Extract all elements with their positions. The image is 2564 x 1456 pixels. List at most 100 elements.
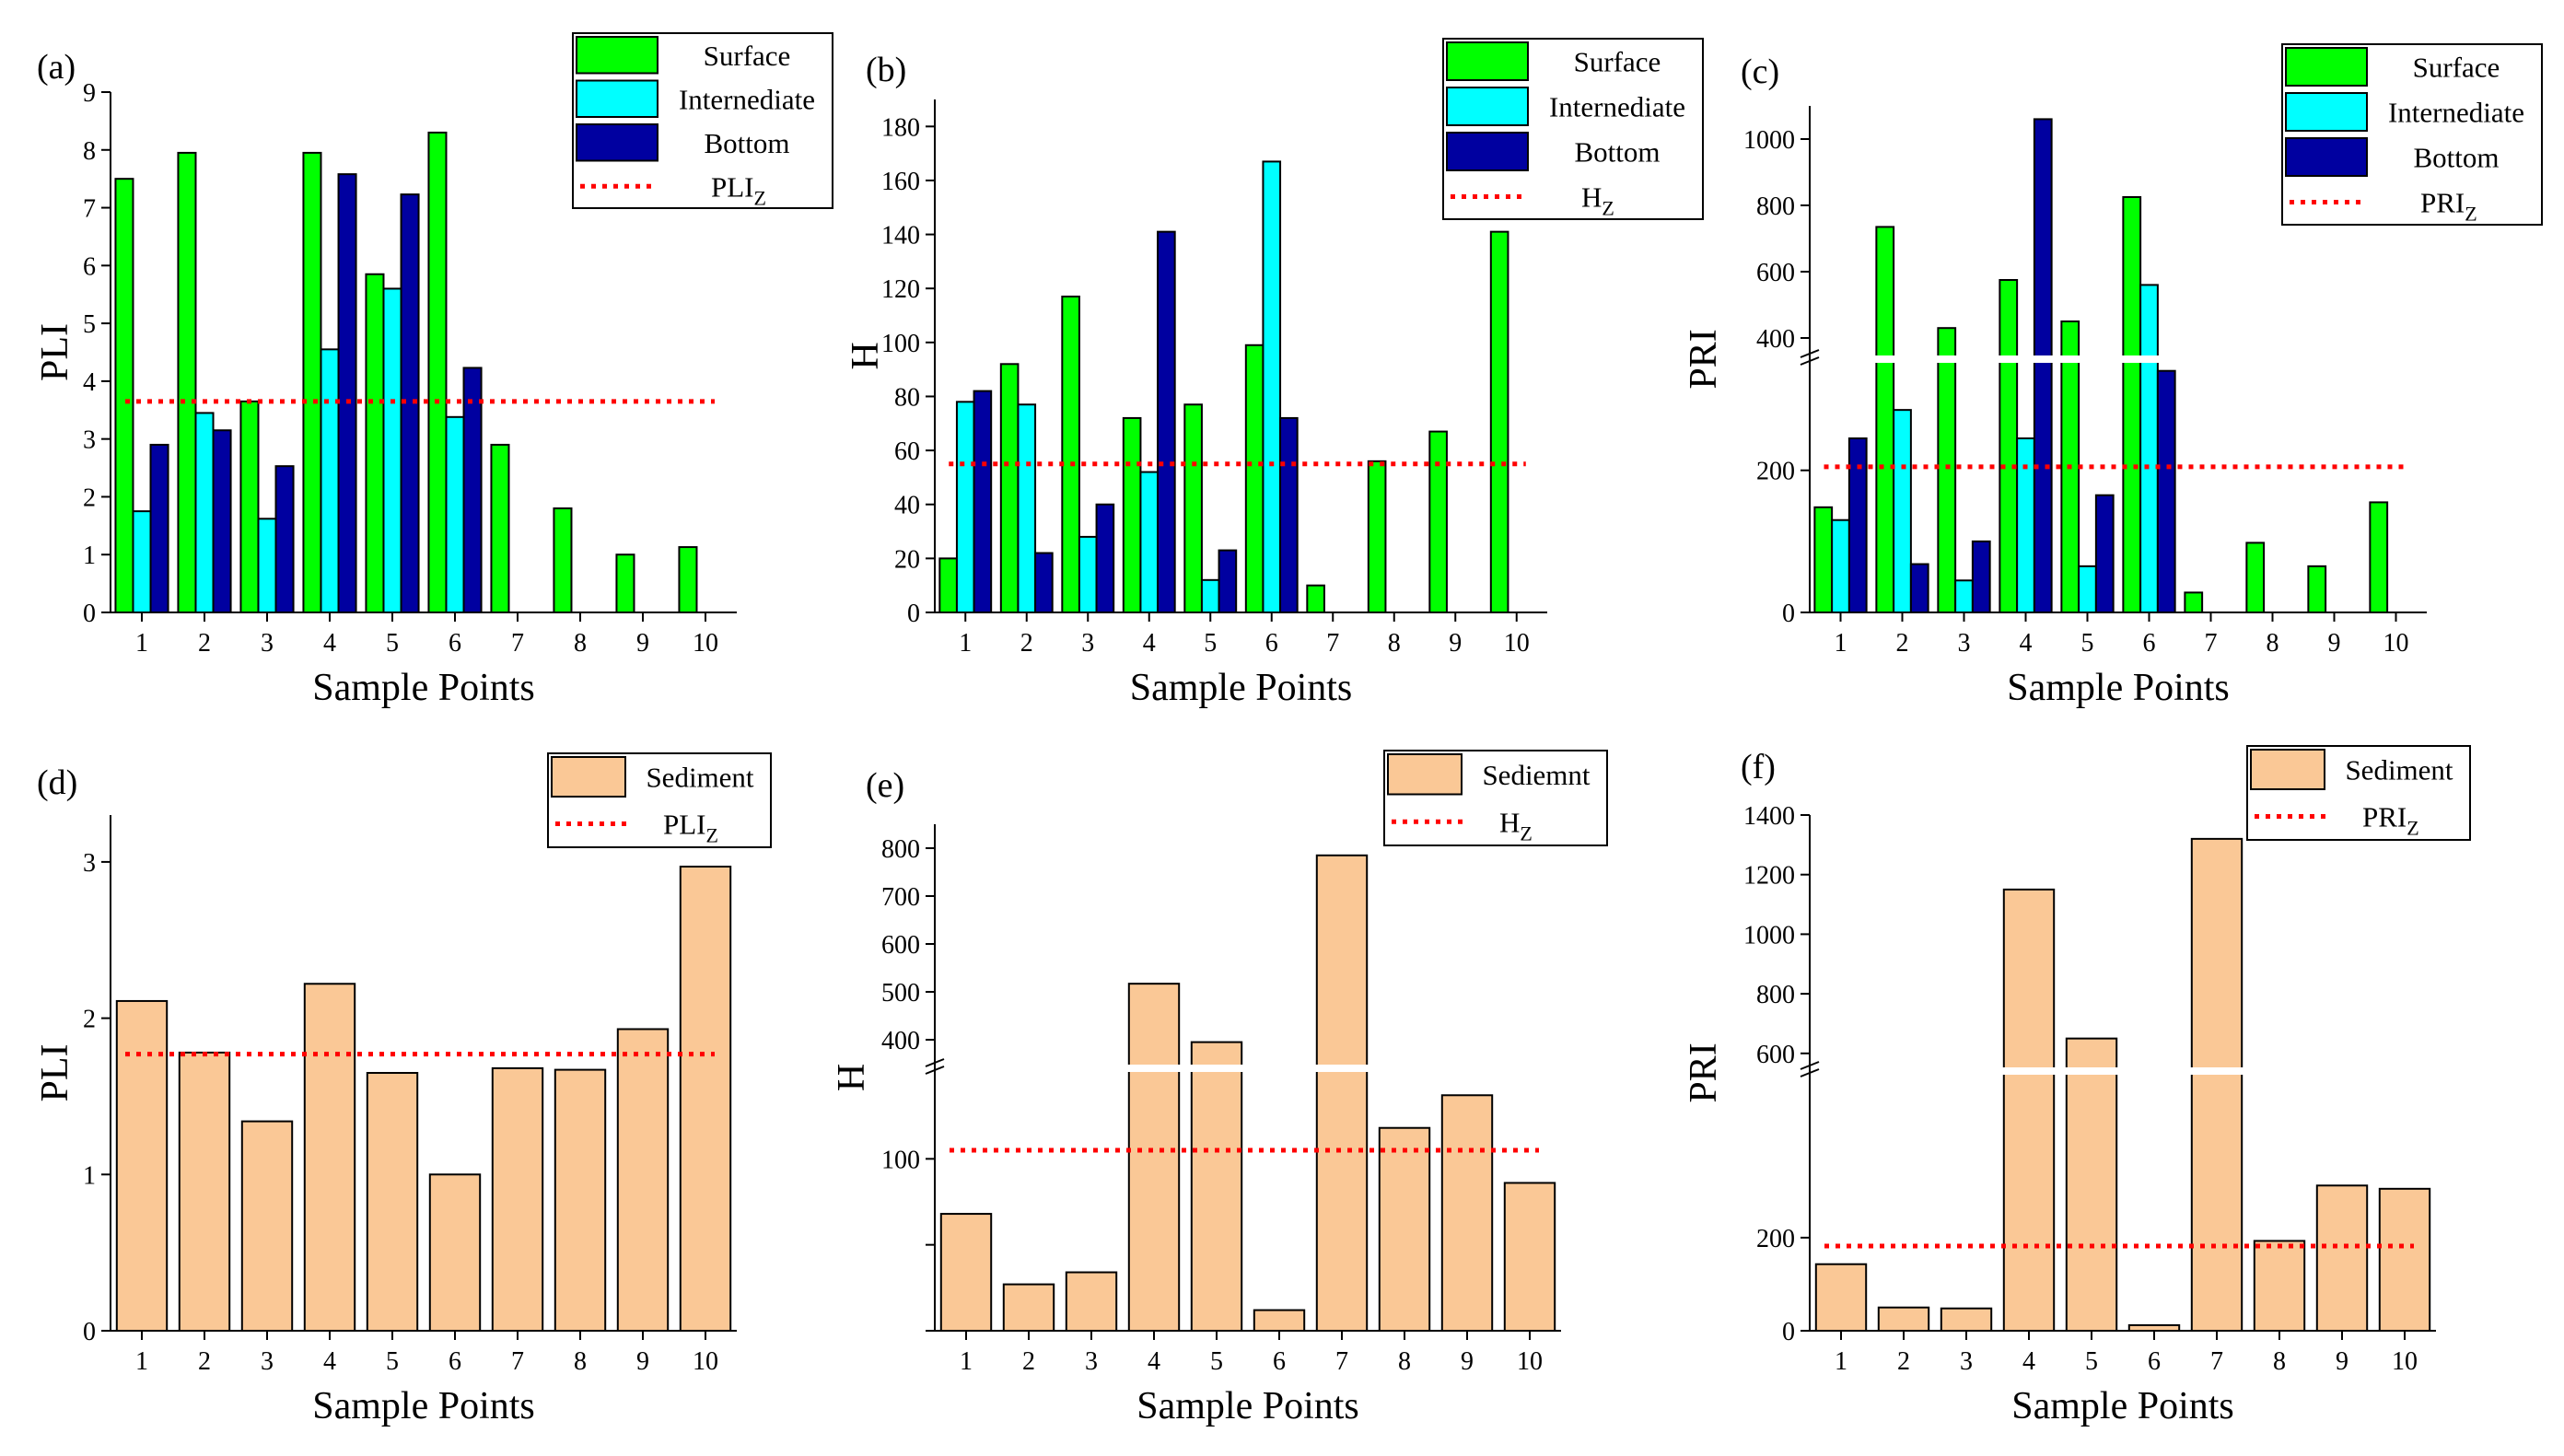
x-tick-label: 5 xyxy=(2081,629,2094,658)
bar-d-sediment-6 xyxy=(428,1173,482,1332)
axis-break-gap xyxy=(1808,355,2429,363)
y-tick-label: 1000 xyxy=(1743,921,1795,949)
x-tick-label: 1 xyxy=(135,629,148,658)
legend-swatch xyxy=(576,36,658,75)
bar-b-surface-7 xyxy=(1306,584,1325,613)
bar-c-surface-3 xyxy=(1937,327,1957,613)
bar-b-bottom-5 xyxy=(1218,549,1238,613)
x-tick-label: 10 xyxy=(693,629,718,658)
bar-a-surface-10 xyxy=(678,546,698,613)
legend-swatch xyxy=(1446,132,1529,171)
legend-label: Bottom xyxy=(1574,136,1660,169)
x-tick-label: 5 xyxy=(1210,1347,1223,1376)
bar-a-surface-7 xyxy=(490,443,510,614)
bar-a-bottom-1 xyxy=(149,443,169,614)
legend-swatch xyxy=(2285,47,2368,87)
bar-a-surface-2 xyxy=(177,151,197,614)
y-tick-label: 0 xyxy=(1782,600,1795,628)
y-tick-label: 2 xyxy=(83,1006,96,1034)
y-tick-label: 1200 xyxy=(1743,862,1795,891)
legend-swatch xyxy=(2250,749,2325,790)
x-tick-label: 2 xyxy=(198,1347,211,1376)
bar-a-bottom-2 xyxy=(212,429,232,613)
bar-b-surface-10 xyxy=(1489,230,1509,613)
bar-f-sediment-8 xyxy=(2253,1240,2306,1332)
panel-label: (f) xyxy=(1741,748,1776,786)
x-tick-label: 10 xyxy=(2383,629,2409,658)
bar-f-sediment-3 xyxy=(1940,1307,1993,1332)
legend-threshold-subscript: Z xyxy=(2407,817,2418,840)
bar-e-sediemnt-8 xyxy=(1378,1126,1431,1332)
bar-f-sediment-2 xyxy=(1877,1306,1930,1333)
chart-panel-e: 100 400 500 600 700 800 1 2 3 4 5 6 7 8 9 10 Sample Poin… xyxy=(831,750,1608,1427)
bar-d-sediment-1 xyxy=(115,999,169,1333)
bar-c-surface-1 xyxy=(1813,506,1834,613)
series-bottom xyxy=(1847,118,2176,614)
y-tick-label: 3 xyxy=(83,426,96,455)
bar-e-sediemnt-1 xyxy=(939,1213,993,1332)
bar-f-sediment-5 xyxy=(2065,1037,2118,1333)
bar-a-surface-1 xyxy=(114,178,134,614)
bar-b-surface-8 xyxy=(1367,460,1387,613)
legend-label: Sediment xyxy=(2345,754,2453,786)
y-tick-label: 800 xyxy=(1756,192,1795,221)
axis-break-gap xyxy=(933,1065,1563,1072)
x-tick-label: 4 xyxy=(1148,1347,1160,1376)
bar-b-surface-6 xyxy=(1244,344,1265,613)
x-axis-label: Sample Points xyxy=(312,1385,535,1427)
y-axis-label: PLI xyxy=(34,323,76,381)
legend-swatch xyxy=(551,756,626,798)
x-tick-label: 3 xyxy=(261,1347,274,1376)
y-tick-label: 100 xyxy=(881,330,920,358)
legend-label: Surface xyxy=(1574,46,1661,78)
y-tick-label: 400 xyxy=(881,1027,920,1055)
x-tick-label: 8 xyxy=(574,1347,587,1376)
x-tick-label: 9 xyxy=(2328,629,2341,658)
y-tick-label: 600 xyxy=(1756,1041,1795,1069)
legend-label: Bottom xyxy=(704,127,789,159)
legend-threshold-subscript: Z xyxy=(754,186,766,209)
x-axis-label: Sample Points xyxy=(2007,667,2230,709)
x-tick-label: 9 xyxy=(1449,629,1462,658)
bar-f-sediment-4 xyxy=(2002,888,2056,1332)
x-tick-label: 5 xyxy=(1204,629,1217,658)
panel-label: (e) xyxy=(866,766,904,805)
bar-b-surface-5 xyxy=(1183,403,1203,614)
bar-a-internediate-6 xyxy=(445,415,465,613)
bar-c-bottom-1 xyxy=(1847,437,1868,613)
bar-a-surface-5 xyxy=(365,273,385,613)
x-tick-label: 6 xyxy=(2143,629,2156,658)
series-sediment xyxy=(115,866,732,1333)
y-tick-label: 800 xyxy=(881,835,920,864)
bar-d-sediment-4 xyxy=(303,983,356,1332)
chart-panel-d: 0 1 2 3 1 2 3 4 5 6 7 8 9 10 Sample Points PLI (d) Sedime… xyxy=(34,752,772,1427)
legend-label: Internediate xyxy=(2388,97,2524,129)
bar-a-internediate-3 xyxy=(257,518,277,613)
legend-label: Internediate xyxy=(1549,91,1685,123)
y-axis-label: H xyxy=(831,1064,873,1091)
legend-label: Bottom xyxy=(2413,142,2499,174)
bar-c-surface-10 xyxy=(2369,501,2389,614)
bar-d-sediment-2 xyxy=(178,1051,231,1333)
bar-c-internediate-3 xyxy=(1954,579,1974,613)
y-axis-label: H xyxy=(845,342,887,369)
x-tick-label: 1 xyxy=(960,1347,973,1376)
series-bottom xyxy=(149,173,483,614)
chart-panel-f: 0 200 600 800 1000 1200 1400 1 2 3 4 5 6 7 8 9 10 Sample … xyxy=(1683,745,2471,1427)
x-tick-label: 2 xyxy=(198,629,211,658)
bar-b-internediate-5 xyxy=(1200,578,1220,613)
panel-label: (b) xyxy=(866,51,906,89)
bar-c-bottom-6 xyxy=(2156,369,2176,613)
legend-threshold-subscript: Z xyxy=(1520,821,1532,844)
y-tick-label: 40 xyxy=(894,492,920,520)
x-tick-label: 1 xyxy=(1835,1347,1847,1376)
x-tick-label: 10 xyxy=(1517,1347,1543,1376)
y-tick-label: 7 xyxy=(83,195,96,224)
y-tick-label: 2 xyxy=(83,483,96,512)
x-tick-label: 6 xyxy=(449,629,461,658)
x-axis-label: Sample Points xyxy=(2011,1385,2234,1427)
bar-c-surface-8 xyxy=(2245,542,2266,614)
bar-e-sediemnt-9 xyxy=(1440,1094,1494,1333)
